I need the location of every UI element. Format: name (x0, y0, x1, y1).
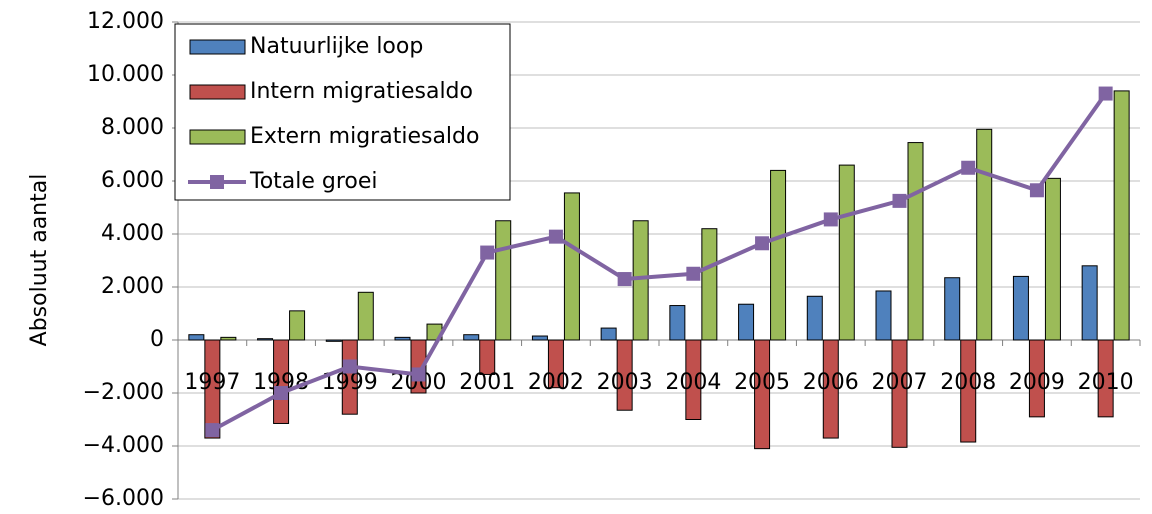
bar (220, 336, 237, 341)
legend-swatch (189, 84, 246, 100)
bar (563, 192, 580, 341)
marker (686, 266, 701, 281)
bar (325, 339, 342, 342)
bar (976, 128, 993, 341)
x-tick-label: 2001 (459, 370, 515, 395)
bar (273, 339, 290, 424)
bar (495, 220, 512, 341)
marker (892, 193, 907, 208)
bar (770, 169, 787, 341)
bar (1044, 177, 1061, 341)
x-tick-label: 1997 (184, 370, 240, 395)
legend-label: Extern migratiesaldo (250, 124, 479, 149)
marker (823, 212, 838, 227)
legend-swatch (189, 129, 246, 145)
bar (632, 220, 649, 341)
bar (257, 338, 274, 341)
bar (701, 228, 718, 341)
bar (738, 303, 755, 341)
bar (685, 339, 702, 420)
x-tick-label: 2006 (803, 370, 859, 395)
bar (754, 339, 771, 450)
y-tick-label: 8.000 (101, 115, 164, 140)
bar (463, 334, 480, 341)
bar (394, 336, 411, 341)
bar (1113, 90, 1130, 341)
bar (1097, 339, 1114, 418)
x-tick-label: 2010 (1078, 370, 1134, 395)
legend-label: Natuurlijke loop (250, 34, 423, 59)
bar (479, 339, 496, 375)
marker (548, 229, 563, 244)
marker (617, 272, 632, 287)
bar (204, 339, 221, 439)
x-tick-label: 2009 (1009, 370, 1065, 395)
marker (755, 236, 770, 251)
x-tick-label: 2008 (940, 370, 996, 395)
x-tick-label: 2002 (528, 370, 584, 395)
bar (907, 142, 924, 341)
bar (341, 339, 358, 415)
bar (547, 339, 564, 389)
marker (205, 423, 220, 438)
x-tick-label: 2003 (597, 370, 653, 395)
bar (822, 339, 839, 439)
bar (289, 310, 306, 341)
bar (669, 305, 686, 341)
bar (838, 164, 855, 341)
marker (961, 160, 976, 175)
y-tick-label: 12.000 (87, 9, 164, 34)
bar (188, 334, 205, 341)
legend-label: Totale groei (249, 169, 378, 194)
bar (1012, 275, 1029, 341)
x-tick-label: 2005 (734, 370, 790, 395)
marker (1029, 183, 1044, 198)
legend-swatch (189, 39, 246, 55)
legend-marker (210, 175, 224, 189)
y-tick-label: 6.000 (101, 168, 164, 193)
bar (616, 339, 633, 411)
bar (1081, 265, 1098, 341)
marker (342, 359, 357, 374)
bar (600, 327, 617, 341)
y-tick-label: 4.000 (101, 221, 164, 246)
y-tick-label: −4.000 (83, 433, 164, 458)
y-axis-label: Absoluut aantal (27, 174, 52, 347)
y-tick-label: 0 (150, 327, 164, 352)
bar (875, 290, 892, 341)
bar (357, 291, 374, 341)
bar (531, 335, 548, 341)
marker (480, 245, 495, 260)
y-tick-label: 10.000 (87, 62, 164, 87)
bar (1028, 339, 1045, 418)
bar (960, 339, 977, 443)
line (211, 92, 1108, 432)
bar (944, 277, 961, 341)
y-tick-label: −2.000 (83, 380, 164, 405)
x-tick-label: 2007 (872, 370, 928, 395)
marker (274, 386, 289, 400)
marker (1098, 86, 1113, 101)
x-tick-label: 2004 (665, 370, 721, 395)
legend-label: Intern migratiesaldo (250, 79, 473, 104)
bar (806, 295, 823, 341)
bar (891, 339, 908, 448)
y-tick-label: 2.000 (101, 274, 164, 299)
marker (411, 367, 426, 382)
y-tick-label: −6.000 (83, 486, 164, 511)
